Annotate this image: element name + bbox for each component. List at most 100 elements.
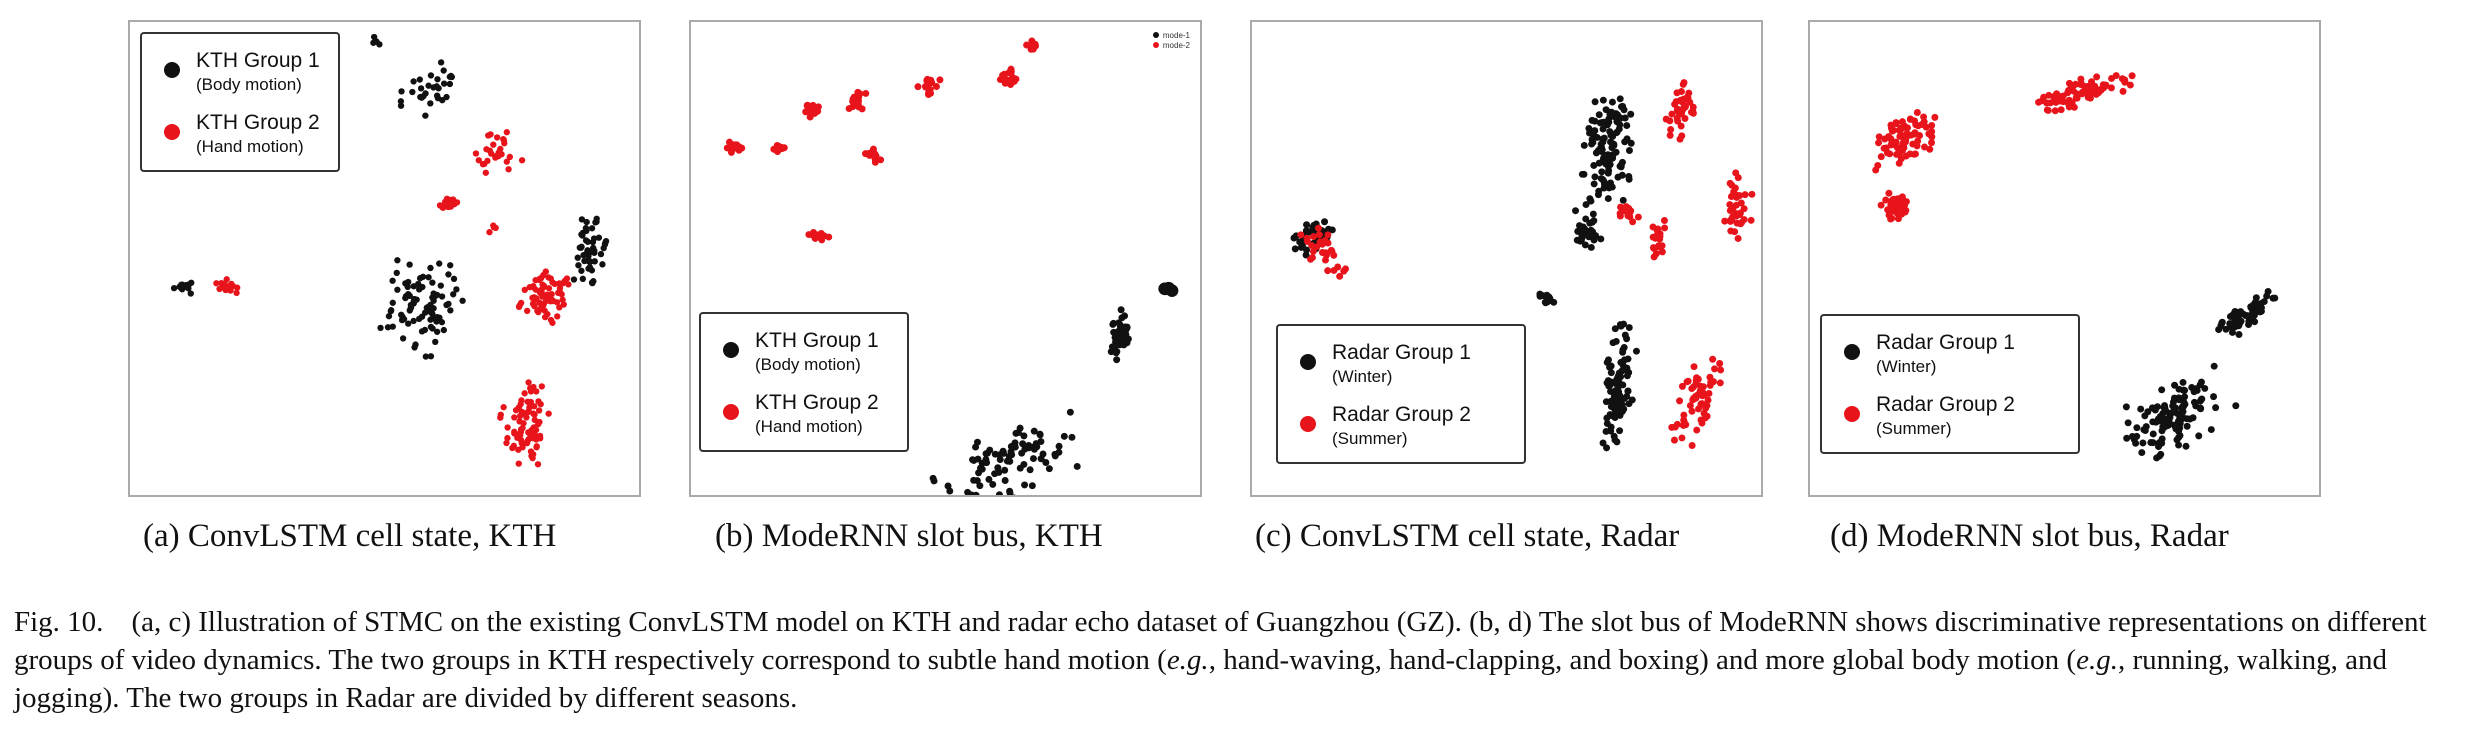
scatter-point-group1 xyxy=(2132,439,2140,447)
scatter-point-group1 xyxy=(398,311,405,318)
scatter-point-group2 xyxy=(2121,78,2129,86)
scatter-point-group1 xyxy=(385,313,393,320)
scatter-point-group1 xyxy=(1591,173,1599,181)
scatter-point-group2 xyxy=(936,76,944,84)
scatter-point-group1 xyxy=(1600,134,1608,142)
scatter-point-group1 xyxy=(2124,419,2132,427)
legend-c: Radar Group 1 (Winter) Radar Group 2 (Summ… xyxy=(1276,324,1526,464)
scatter-point-group1 xyxy=(1607,378,1615,386)
scatter-point-group1 xyxy=(583,218,590,226)
scatter-point-group2 xyxy=(521,286,528,294)
scatter-point-group2 xyxy=(2119,87,2127,95)
scatter-point-group1 xyxy=(1045,465,1053,473)
scatter-point-group2 xyxy=(527,398,535,406)
scatter-point-group2 xyxy=(1629,218,1637,226)
scatter-point-group1 xyxy=(1632,347,1640,355)
scatter-point-group1 xyxy=(1546,295,1554,303)
scatter-svg-b xyxy=(723,37,1179,495)
scatter-point-group2 xyxy=(2084,93,2092,101)
scatter-point-group2 xyxy=(1668,423,1676,431)
scatter-point-group1 xyxy=(972,491,980,495)
scatter-point-group1 xyxy=(2137,405,2145,413)
scatter-point-group1 xyxy=(2247,304,2255,312)
scatter-point-group1 xyxy=(581,257,588,265)
scatter-point-group2 xyxy=(533,388,540,395)
scatter-point-group2 xyxy=(532,276,539,284)
scatter-point-group2 xyxy=(1748,190,1756,198)
scatter-point-group2 xyxy=(545,285,553,292)
scatter-point-group1 xyxy=(422,353,430,360)
scatter-point-group1 xyxy=(416,275,424,282)
scatter-point-group2 xyxy=(1693,426,1701,434)
scatter-point-group2 xyxy=(723,144,731,152)
scatter-point-group2 xyxy=(2072,94,2080,102)
scatter-point-group2 xyxy=(1662,115,1670,123)
scatter-point-group2 xyxy=(523,414,530,421)
scatter-point-group1 xyxy=(588,279,596,286)
scatter-point-group2 xyxy=(1661,224,1669,232)
scatter-point-group1 xyxy=(1603,420,1611,428)
scatter-point-group1 xyxy=(393,269,400,277)
scatter-point-group2 xyxy=(2080,82,2088,90)
scatter-point-group1 xyxy=(578,243,585,250)
scatter-point-group1 xyxy=(2155,417,2163,425)
scatter-point-group1 xyxy=(394,257,401,264)
scatter-point-group1 xyxy=(1587,197,1595,205)
scatter-point-group2 xyxy=(1310,233,1318,241)
scatter-point-group1 xyxy=(443,93,450,101)
scatter-point-group2 xyxy=(1877,201,1885,209)
scatter-point-group1 xyxy=(399,335,407,342)
scatter-point-group2 xyxy=(537,288,544,296)
scatter-point-group1 xyxy=(930,477,938,485)
scatter-point-group1 xyxy=(406,261,413,268)
scatter-point-group1 xyxy=(436,260,443,267)
scatter-point-group2 xyxy=(922,83,930,91)
scatter-point-group1 xyxy=(579,275,587,282)
scatter-point-group2 xyxy=(533,444,540,451)
scatter-point-group1 xyxy=(409,88,416,96)
scatter-point-group1 xyxy=(2183,422,2191,430)
scatter-point-group2 xyxy=(538,383,545,390)
scatter-point-group1 xyxy=(1120,337,1128,345)
legend-item-group1: KTH Group 1 (Body motion) xyxy=(717,328,889,376)
scatter-point-group1 xyxy=(1587,226,1595,234)
scatter-point-group1 xyxy=(427,316,434,323)
scatter-point-group2 xyxy=(1717,366,1725,374)
scatter-point-group2 xyxy=(530,282,537,290)
scatter-point-group2 xyxy=(540,302,547,309)
scatter-point-group2 xyxy=(871,158,879,166)
scatter-point-group1 xyxy=(1621,356,1629,364)
scatter-point-group1 xyxy=(2271,294,2279,302)
scatter-point-group2 xyxy=(503,439,510,447)
scatter-point-group2 xyxy=(1706,381,1714,389)
scatter-point-group1 xyxy=(1591,127,1599,135)
scatter-point-group1 xyxy=(446,73,454,80)
scatter-point-group2 xyxy=(1658,248,1666,256)
scatter-point-group2 xyxy=(487,131,494,138)
caption-eg: e.g. xyxy=(2076,644,2118,676)
scatter-point-group1 xyxy=(410,297,417,305)
legend-name: KTH Group 1 xyxy=(755,329,879,352)
scatter-point-group1 xyxy=(2139,439,2147,447)
legend-name: KTH Group 2 xyxy=(196,111,320,134)
scatter-point-group1 xyxy=(1617,322,1625,330)
scatter-point-group2 xyxy=(1654,225,1662,233)
scatter-point-group2 xyxy=(804,101,812,109)
scatter-point-group1 xyxy=(964,488,972,495)
scatter-point-group1 xyxy=(1073,462,1081,470)
scatter-point-group1 xyxy=(1616,427,1624,435)
scatter-point-group2 xyxy=(523,307,531,314)
scatter-point-group1 xyxy=(1118,314,1126,322)
scatter-point-group2 xyxy=(213,280,220,287)
scatter-point-group2 xyxy=(932,83,940,90)
scatter-point-group2 xyxy=(439,203,446,210)
scatter-point-group1 xyxy=(2151,406,2159,414)
scatter-point-group2 xyxy=(1898,210,1906,218)
scatter-point-group1 xyxy=(427,302,434,309)
scatter-point-group1 xyxy=(1582,201,1590,209)
scatter-point-group1 xyxy=(389,277,396,284)
scatter-point-group2 xyxy=(1900,198,1908,206)
scatter-point-group1 xyxy=(422,90,429,97)
scatter-point-group1 xyxy=(1615,388,1623,396)
scatter-point-group1 xyxy=(1618,401,1626,409)
